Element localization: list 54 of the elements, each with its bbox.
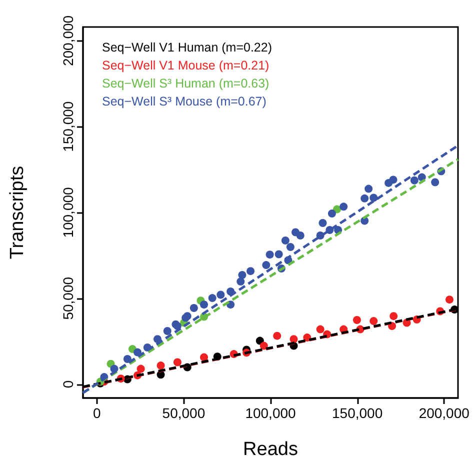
point [238,271,246,280]
point [200,353,208,362]
text: Seq−Well S³ Mouse (m=0.67) [102,94,266,108]
point [262,261,270,270]
point [216,290,225,299]
point [431,178,440,186]
point [266,250,274,259]
point [446,296,454,304]
point [384,178,393,187]
point [274,250,283,258]
point [352,316,361,324]
x-tick-label: 50,000 [162,405,206,421]
point [290,335,298,344]
point [273,332,282,340]
text: Seq−Well V1 Human (m=0.22) [102,40,272,54]
point [360,194,369,202]
point [340,202,348,211]
text: Seq−Well V1 Mouse (m=0.21) [102,58,270,72]
point [281,236,290,244]
x-tick-label: 200,000 [418,405,470,421]
point [236,278,245,286]
point [190,304,198,312]
text: Seq−Well S³ Human (m=0.63) [102,76,270,90]
x-tick-label: 100,000 [245,405,296,421]
point [318,218,327,227]
point [286,243,294,252]
x-tick-label: 0 [92,405,101,421]
point [173,358,182,366]
point [370,317,378,326]
y-tick-label: 50,000 [60,276,76,320]
point [370,194,378,202]
point [123,355,132,364]
point [163,327,172,336]
y-tick-label: 100,000 [60,186,76,238]
point [390,312,398,320]
point [260,342,268,350]
x-tick-label: 150,000 [332,405,383,421]
y-tick-label: 0 [60,380,76,388]
point [328,210,336,218]
point [156,362,165,370]
point [364,184,373,193]
y-axis-title: Transcripts [7,166,28,260]
x-axis-title: Reads [243,439,298,460]
point [388,322,396,330]
y-tick-label: 200,000 [60,15,76,66]
point [296,232,304,240]
y-tick-label: 150,000 [60,101,76,152]
point [410,176,418,184]
point [136,364,145,373]
point [246,267,255,276]
point [208,294,216,302]
point [200,300,208,309]
point [316,325,324,334]
point [303,334,312,342]
